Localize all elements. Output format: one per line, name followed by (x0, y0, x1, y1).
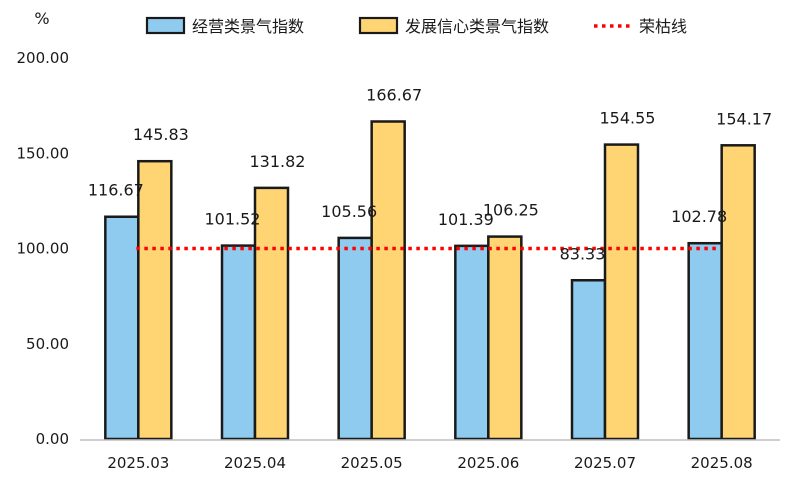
bar (454, 244, 490, 441)
data-label: 154.55 (600, 109, 656, 128)
x-tick-label: 2025.04 (224, 454, 286, 472)
x-tick-label: 2025.06 (457, 454, 519, 472)
data-label: 101.52 (205, 210, 261, 229)
y-tick-label: 200.00 (17, 49, 70, 67)
bar (337, 236, 373, 441)
bar (603, 143, 640, 441)
data-label: 154.17 (716, 109, 772, 128)
x-tick-label: 2025.03 (107, 454, 169, 472)
legend-label: 经营类景气指数 (192, 17, 304, 36)
legend-swatch (358, 16, 399, 35)
bar (720, 144, 756, 441)
data-label: 131.82 (250, 152, 306, 171)
y-tick-label: 150.00 (17, 144, 70, 162)
data-label: 106.25 (483, 201, 539, 220)
bar (370, 120, 406, 441)
bars (104, 120, 756, 441)
data-label: 102.78 (671, 207, 727, 226)
y-axis-ticks: 0.00 50.00 100.00 150.00 200.00 (17, 49, 70, 448)
y-tick-label: 50.00 (26, 335, 69, 353)
legend-swatch (145, 16, 186, 35)
bar (137, 159, 173, 441)
data-label: 105.56 (321, 202, 377, 221)
legend-item: 经营类景气指数 (145, 16, 304, 36)
legend-item: 发展信心类景气指数 (358, 16, 549, 36)
data-label: 116.67 (88, 181, 144, 200)
bar (487, 235, 523, 441)
x-axis: 2025.03 2025.04 2025.05 2025.06 2025.07 2025.… (80, 439, 780, 472)
legend: 经营类景气指数 发展信心类景气指数 荣枯线 (145, 16, 687, 36)
data-label: 145.83 (133, 125, 189, 144)
data-label: 101.39 (438, 210, 494, 229)
bar (220, 244, 257, 441)
y-axis-unit: % (34, 9, 49, 28)
data-label: 166.67 (366, 85, 422, 104)
bar (570, 279, 607, 441)
legend-label: 发展信心类景气指数 (405, 17, 549, 36)
x-tick-label: 2025.05 (341, 454, 403, 472)
y-tick-label: 0.00 (36, 430, 69, 448)
x-tick-label: 2025.08 (691, 454, 753, 472)
legend-item: 荣枯线 (594, 17, 687, 36)
legend-label: 荣枯线 (639, 17, 687, 36)
x-tick-label: 2025.07 (574, 454, 636, 472)
data-labels: 116.67 145.83 101.52 131.82 105.56 166.67 101.… (88, 85, 772, 263)
y-tick-label: 100.00 (17, 240, 70, 258)
bar (253, 186, 290, 441)
data-label: 83.33 (560, 244, 606, 263)
bar (687, 241, 723, 441)
bar (104, 215, 140, 441)
